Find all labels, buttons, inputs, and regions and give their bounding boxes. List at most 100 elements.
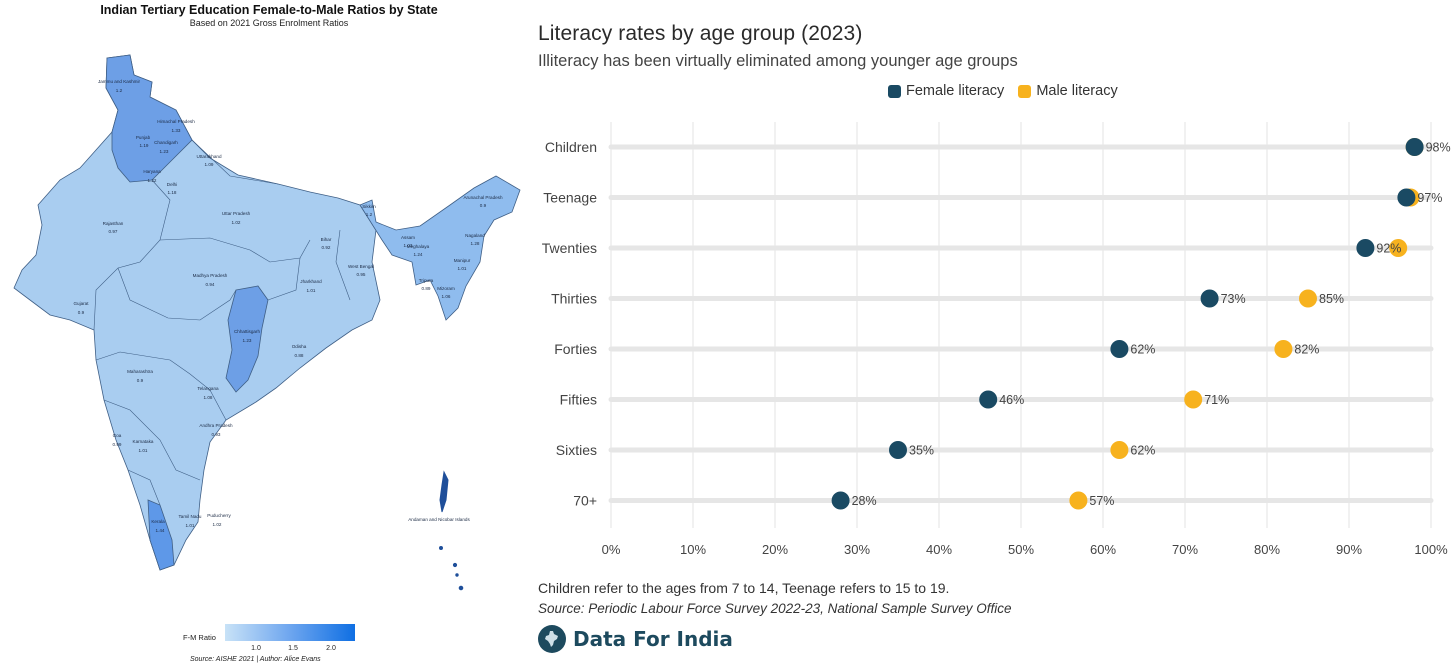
state-value-mizoram: 1.06 [442,294,451,299]
state-name-chhattisgarh: Chhattisgarh [234,329,260,334]
x-tick-label: 0% [602,542,621,557]
male-data-label: 62% [1130,444,1155,458]
state-name-bihar: Bihar [321,237,332,242]
grid-layer [610,122,1432,528]
female-point [1397,188,1416,207]
map-legend-label: F-M Ratio [183,633,216,642]
state-name-odisha: Odisha [292,344,307,349]
female-data-label: 46% [999,393,1024,407]
female-data-label: 28% [852,494,877,508]
state-name-uttarakhand: Uttarakhand [196,154,221,159]
legend-swatch-male [1018,84,1032,98]
state-value-rajasthan: 0.97 [109,229,118,234]
x-tick-label: 30% [844,542,870,557]
category-label: Twenties [542,240,597,256]
state-value-meghalaya: 1.24 [414,252,423,257]
state-name-punjab: Punjab [136,135,151,140]
female-data-label: 73% [1221,292,1246,306]
female-data-label: 92% [1376,242,1401,256]
state-name-tamil-nadu: Tamil Nadu [179,514,202,519]
state-value-bihar: 0.92 [322,245,331,250]
category-label: 70+ [573,493,597,509]
map-legend-tick-2: 1.5 [288,645,298,652]
track-layer [608,144,1434,503]
female-point [979,390,998,409]
male-data-label: 85% [1319,292,1344,306]
map-legend: F-M Ratio 1.0 1.5 2.0 [183,624,355,652]
data-points [831,138,1424,510]
category-label: Sixties [556,442,597,458]
map-source: Source: AISHE 2021 | Author: Alice Evans [190,656,321,663]
state-value-andhra-pradesh: 0.93 [212,432,221,437]
chart-subtitle: Illiteracy has been virtually eliminated… [538,52,1018,70]
category-labels: Children Teenage Twenties Thirties Forties Fi… [542,139,597,509]
category-label: Thirties [551,291,597,307]
chart-title: Literacy rates by age group (2023) [538,22,863,45]
map-title: Indian Tertiary Education Female-to-Male… [100,3,438,17]
state-name-meghalaya: Meghalaya [407,244,430,249]
x-tick-label: 80% [1254,542,1280,557]
india-map-logo-icon [538,625,566,653]
female-data-label: 97% [1417,191,1442,205]
x-tick-label: 10% [680,542,706,557]
brand-name: Data For India [573,627,733,651]
state-value-madhya-pradesh: 0.94 [206,282,215,287]
state-labels: Jammu and Kashmir 1.2 Himachal Pradesh 1… [73,79,503,533]
state-name-rajasthan: Rajasthan [103,221,124,226]
chhattisgarh-region [225,285,269,393]
state-name-tripura: Tripura [419,278,434,283]
state-name-gujarat: Gujarat [73,301,89,306]
state-value-sikkim: 1.2 [366,212,373,217]
state-name-andaman: Andaman and Nicobar Islands [408,517,470,522]
state-value-kerala: 1.44 [156,528,165,533]
india-map: Jammu and Kashmir 1.2 Himachal Pradesh 1… [13,54,521,663]
category-label: Fifties [560,392,597,408]
category-label: Children [545,139,597,155]
dumbbell-chart: Children Teenage Twenties Thirties Forties Fi… [542,122,1451,557]
legend-item-female: Female literacy [888,83,1004,99]
state-name-maharashtra: Maharashtra [127,369,153,374]
female-point [889,441,907,459]
state-value-puducherry: 1.02 [213,522,222,527]
x-tick-label: 90% [1336,542,1362,557]
state-name-madhya-pradesh: Madhya Pradesh [193,273,228,278]
state-name-assam: Assam [401,235,415,240]
male-point [1389,239,1408,257]
female-point [1405,138,1424,156]
state-value-jharkhand: 1.01 [307,288,316,293]
state-value-assam: 1.03 [404,243,413,248]
state-value-goa: 0.99 [113,442,122,447]
state-name-manipur: Manipur [454,258,471,263]
male-data-label: 57% [1089,494,1114,508]
state-value-west-bengal: 0.95 [357,272,366,277]
female-point [1356,239,1375,257]
state-value-arunachal-pradesh: 0.9 [480,203,487,208]
state-value-tripura: 0.89 [422,286,431,291]
chart-source: Source: Periodic Labour Force Survey 202… [538,601,1012,616]
northeast-region [359,175,521,321]
x-tick-label: 40% [926,542,952,557]
state-value-delhi: 1.18 [168,190,177,195]
india-mainland [13,54,381,571]
state-value-haryana: 1.22 [148,178,157,183]
state-value-uttar-pradesh: 1.02 [232,220,241,225]
x-tick-label: 20% [762,542,788,557]
female-data-label: 98% [1426,141,1451,155]
state-value-chhattisgarh: 1.23 [243,338,252,343]
state-name-goa: Goa [113,433,122,438]
state-name-sikkim: Sikkim [362,204,376,209]
map-subtitle: Based on 2021 Gross Enrolment Ratios [189,18,349,28]
x-tick-labels: 0% 10% 20% 30% 40% 50% 60% 70% 80% 90% 100% [602,542,1448,557]
state-name-delhi: Delhi [167,182,177,187]
brand[interactable]: Data For India [538,625,733,653]
category-label: Teenage [543,190,597,206]
state-name-nagaland: Nagaland [465,233,485,238]
male-point [1274,340,1293,358]
state-value-manipur: 1.01 [458,266,467,271]
state-value-punjab: 1.19 [140,143,149,148]
male-point [1110,441,1129,459]
state-name-puducherry: Puducherry [207,513,231,518]
male-data-label: 71% [1204,393,1229,407]
map-panel: Indian Tertiary Education Female-to-Male… [0,0,530,665]
map-legend-tick-1: 1.0 [251,645,261,652]
